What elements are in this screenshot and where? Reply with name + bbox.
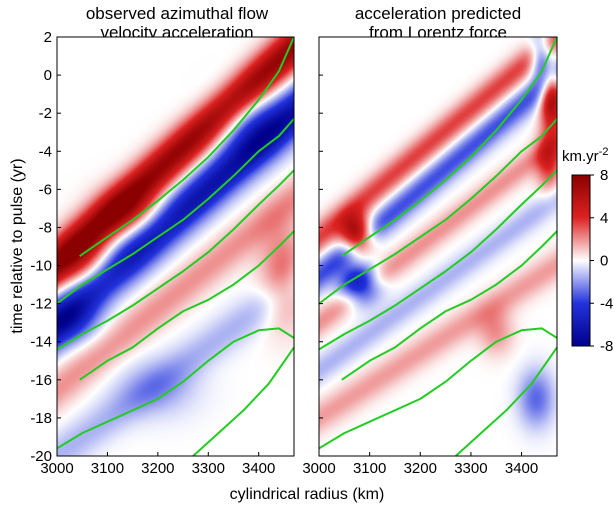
colorbar-tick-label: -8 <box>600 338 613 355</box>
panel-1-curves <box>56 36 295 457</box>
colorbar-label-exponent: -2 <box>599 146 609 158</box>
colorbar <box>571 174 591 347</box>
y-tick-label: -8 <box>39 219 52 236</box>
colorbar-tick-label: 4 <box>600 210 608 227</box>
characteristic-curve <box>79 230 295 381</box>
characteristic-curve <box>56 169 295 351</box>
characteristic-curve <box>341 230 558 381</box>
y-tick-label: -16 <box>30 372 52 389</box>
y-tick-label: -10 <box>30 258 52 275</box>
panel-2-title-line1: acceleration predicted <box>355 4 521 23</box>
y-tick-label: 0 <box>44 67 52 84</box>
characteristic-curve <box>318 327 558 450</box>
y-tick-label: -6 <box>39 181 52 198</box>
panel-2-x-ticks: 3000 3100 3200 3300 3400 <box>302 452 538 477</box>
y-axis-label: time relative to pulse (yr) <box>9 158 26 333</box>
y-tick-label: 2 <box>44 29 52 46</box>
characteristic-curve <box>56 118 295 305</box>
x-tick-label: 3100 <box>91 460 124 477</box>
characteristic-curve <box>79 36 295 257</box>
colorbar-label: km.yr-2 <box>562 146 608 165</box>
x-tick-label: 3400 <box>242 460 275 477</box>
colorbar-ticks: 8 4 0 -4 -8 <box>590 167 613 355</box>
characteristic-curve <box>56 327 295 450</box>
y-tick-label: -12 <box>30 296 52 313</box>
x-tick-label: 3000 <box>40 460 73 477</box>
y-tick-label: -18 <box>30 410 52 427</box>
y-tick-label: -4 <box>39 143 52 160</box>
x-axis-label: cylindrical radius (km) <box>230 486 385 503</box>
y-axis-ticks: 2 0 -2 -4 -6 -8 -10 -12 -14 -16 -18 -20 <box>30 29 323 465</box>
x-tick-label: 3000 <box>302 460 335 477</box>
x-tick-label: 3400 <box>505 460 538 477</box>
panel-2-curves <box>318 36 558 457</box>
panel-1-frame <box>56 36 295 457</box>
colorbar-tick-label: 8 <box>600 167 608 184</box>
characteristic-curve <box>192 346 295 457</box>
colorbar-label-base: km.yr <box>562 148 599 165</box>
panel-1-x-ticks: 3000 3100 3200 3300 3400 <box>40 452 275 477</box>
x-tick-label: 3300 <box>454 460 487 477</box>
characteristic-curve <box>318 169 558 351</box>
panel-2-frame <box>318 36 558 457</box>
characteristic-curve <box>455 346 558 457</box>
panel-1-title-line1: observed azimuthal flow <box>86 4 269 23</box>
x-tick-label: 3100 <box>353 460 386 477</box>
characteristic-curve <box>318 118 558 305</box>
x-tick-label: 3200 <box>141 460 174 477</box>
y-tick-label: -14 <box>30 334 52 351</box>
x-tick-label: 3200 <box>404 460 437 477</box>
colorbar-tick-label: 0 <box>600 253 608 270</box>
y-tick-label: -20 <box>30 448 52 465</box>
y-tick-label: -2 <box>39 105 52 122</box>
characteristic-curve <box>341 36 558 257</box>
x-tick-label: 3300 <box>192 460 225 477</box>
colorbar-tick-label: -4 <box>600 295 613 312</box>
